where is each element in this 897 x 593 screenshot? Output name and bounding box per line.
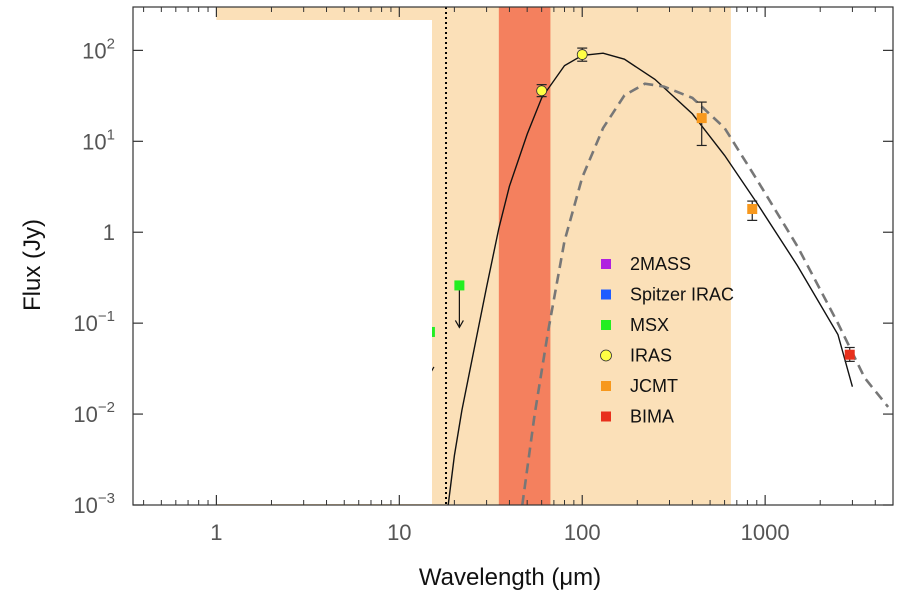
x-tick-label: 100 [564, 520, 601, 545]
y-tick-label: 10−3 [73, 490, 115, 518]
iras-point [536, 85, 548, 97]
legend-label-2mass: 2MASS [630, 254, 691, 274]
blank-panel [134, 20, 432, 504]
legend-marker-2mass [601, 259, 611, 269]
y-tick-label: 1 [103, 220, 115, 245]
legend-label-msx: MSX [630, 315, 669, 335]
jcmt-point [696, 113, 707, 124]
y-tick-exponent: −3 [98, 490, 115, 507]
solid-model-curve [447, 52, 854, 506]
x-axis-ticks: 1 10 100 1000 [143, 7, 876, 545]
y-tick-exponent: 2 [107, 35, 115, 52]
x-tick-label: 10 [387, 520, 411, 545]
y-tick-base: 10 [73, 402, 97, 427]
legend: 2MASS Spitzer IRAC MSX IRAS JCMT BIMA [600, 254, 734, 427]
legend-label-iras: IRAS [630, 346, 672, 366]
x-tick-label: 1000 [741, 520, 790, 545]
legend-label-bima: BIMA [630, 407, 674, 427]
y-tick-label: 102 [82, 35, 115, 63]
legend-marker-iras [600, 349, 612, 362]
y-tick-exponent: −2 [98, 399, 115, 416]
y-tick-exponent: 1 [107, 126, 115, 143]
y-tick-base: 10 [82, 38, 106, 63]
dashed-model-curve [521, 82, 890, 506]
bima-point [844, 349, 855, 360]
legend-marker-jcmt [601, 381, 611, 391]
upper-limit-arrowhead [454, 320, 464, 329]
iras-point [576, 49, 588, 60]
x-axis-label: Wavelength (μm) [419, 564, 601, 591]
y-tick-label: 10−2 [73, 399, 115, 427]
legend-marker-bima [601, 411, 611, 422]
y-tick-base: 10 [82, 129, 106, 154]
y-tick-base: 10 [73, 493, 97, 518]
jcmt-point [747, 204, 758, 215]
model-curves [447, 52, 890, 506]
shaded-region [498, 7, 551, 505]
x-tick-label: 1 [210, 520, 222, 545]
legend-marker-spitzer-irac [601, 289, 611, 300]
y-tick-exponent: −1 [98, 308, 115, 325]
y-tick-label: 101 [82, 126, 115, 154]
msx-point [454, 280, 465, 291]
legend-label-spitzer-irac: Spitzer IRAC [630, 285, 734, 305]
plot-frame [132, 6, 894, 506]
y-tick-label: 10−1 [73, 308, 115, 336]
y-axis-label: Flux (Jy) [19, 219, 46, 311]
y-tick-base: 10 [73, 311, 97, 336]
legend-marker-msx [601, 320, 611, 330]
legend-label-jcmt: JCMT [630, 376, 678, 396]
